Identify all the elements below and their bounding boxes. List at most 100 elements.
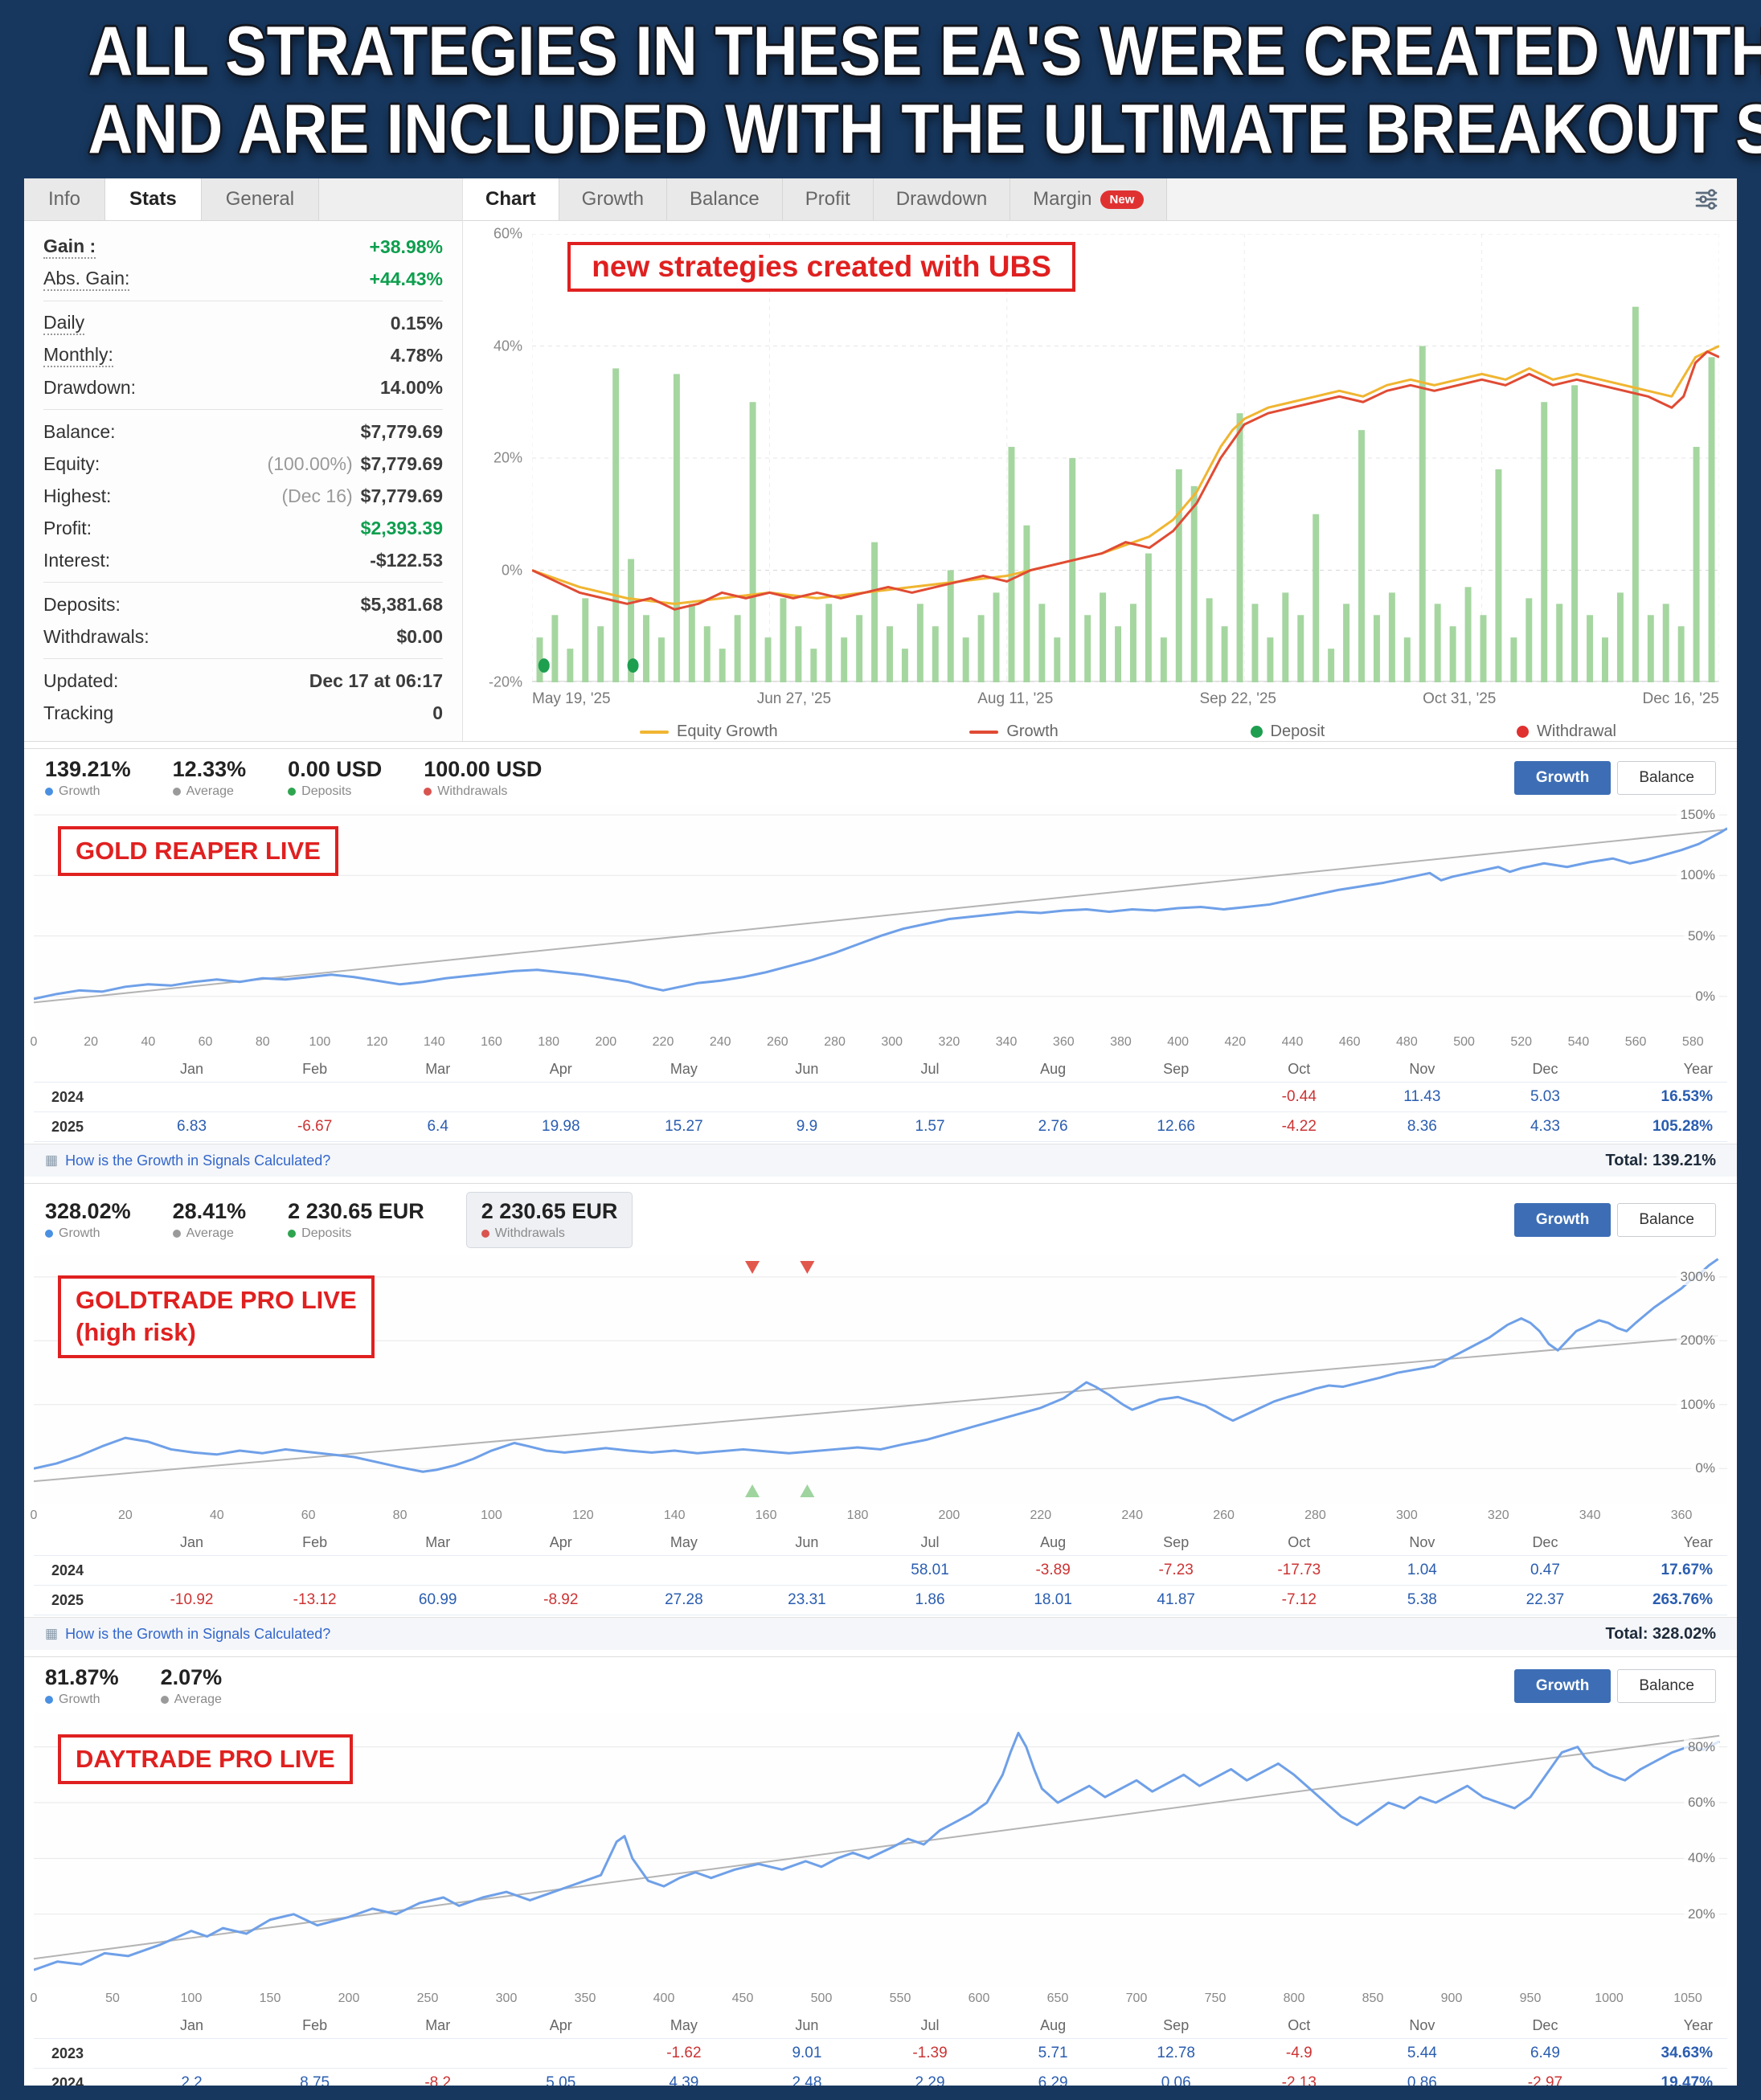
account-stats-panel: Info Stats General Gain : +38.98% Abs. Gain:… [24,178,463,741]
monthly-returns-table: 2024 -0.44 11.43 5.03 16.53% 2025 6.83 -6.67 6.4… [34,1082,1727,1142]
month-header-apr: Apr [549,2016,572,2033]
month-value-cell: 15.27 [665,1118,703,1135]
growth-button[interactable]: Growth [1513,761,1612,795]
deposits-dot-icon [288,788,297,796]
month-value-cell: 2.2 [181,2074,203,2086]
y-tick-label: 80% [1683,1738,1719,1755]
year-total-cell: 263.76% [1652,1591,1713,1608]
growth-chart-svg[interactable] [532,234,1719,682]
x-tick-label: 120 [571,1508,594,1522]
x-tick-label: 160 [755,1508,777,1522]
stat-value: $5,381.68 [360,593,443,615]
x-tick-label: 0 [30,1992,38,2005]
month-value-cell: 58.01 [911,1562,949,1578]
chart-tab-chart[interactable]: Chart [463,178,559,220]
signal-chart[interactable]: GOLDTRADE PRO LIVE (high risk) 300% 200% 10… [34,1255,1727,1504]
x-axis-date-labels: May 19, '25 Jun 27, '25 Aug 11, '25 Sep 22,… [463,682,1737,708]
signal-chart[interactable]: GOLD REAPER LIVE 150% 100% 50% 0% [34,805,1727,1030]
month-header-feb: Feb [302,1060,328,1077]
month-value-cell: 6.49 [1530,2045,1560,2061]
month-header-jun: Jun [795,1533,819,1550]
month-value-cell: 0.06 [1161,2074,1191,2086]
year-header: Year [1683,1060,1713,1077]
stat-row-daily: Daily 0.15% [43,307,443,339]
average-dot-icon [172,788,181,796]
trade-number-axis: 0 50 100 150 200 250 300 350 400 450 500 550 600 650 7… [30,1990,1727,2012]
year-total-cell: 34.63% [1661,2045,1713,2061]
x-tick-label: 40 [141,1035,156,1049]
month-value-cell: 6.83 [177,1118,207,1135]
x-tick-label: 100 [481,1508,502,1522]
strategy-label: GOLD REAPER LIVE [58,826,338,877]
stat-value: 14.00% [379,376,443,398]
month-value-cell: 11.43 [1403,1088,1441,1105]
x-tick-label: 340 [995,1035,1018,1049]
chart-tab-margin[interactable]: Margin New [1010,178,1168,220]
month-value-cell: 41.87 [1157,1591,1195,1608]
stat-value: (100.00%) $7,779.69 [267,452,443,474]
chart-tab-growth[interactable]: Growth [559,178,668,220]
x-tick-label: 20 [117,1508,133,1522]
month-value-cell: 1.86 [915,1591,945,1608]
month-value-cell: 2.76 [1038,1118,1068,1135]
month-header-nov: Nov [1409,1533,1435,1550]
year-total-cell: 19.47% [1661,2074,1713,2086]
filter-settings-icon[interactable] [1676,178,1737,220]
chart-tab-profit[interactable]: Profit [782,178,874,220]
month-header-jun: Jun [795,2016,819,2033]
balance-button[interactable]: Balance [1617,1669,1716,1703]
x-tick-label: 20 [84,1035,99,1049]
month-header-row: Jan Feb Mar Apr May Jun Jul Aug Sep Oct Nov Dec Year [34,2012,1727,2038]
growth-button[interactable]: Growth [1513,1669,1612,1703]
section-daytrade-pro: 81.87% Growth 2.07% Average Growth Balance D… [24,1656,1737,2086]
signal-footer: ▦ How is the Growth in Signals Calculate… [24,1617,1737,1650]
year-header: Year [1683,2016,1713,2033]
tab-stats[interactable]: Stats [105,178,202,220]
y-tick-label: 0% [1691,988,1719,1005]
month-header-sep: Sep [1163,1533,1190,1550]
x-tick-label: 850 [1362,1992,1384,2005]
chart-tab-balance[interactable]: Balance [667,178,783,220]
content-panel: Info Stats General Gain : +38.98% Abs. Gain:… [24,178,1737,2086]
tab-general[interactable]: General [201,178,320,220]
y-tick-label: 100% [1676,1396,1719,1413]
growth-chart-plot[interactable]: new strategies created with UBS [532,234,1719,682]
tab-info[interactable]: Info [24,178,106,220]
month-value-cell: 8.36 [1407,1118,1437,1135]
month-header-jul: Jul [920,1060,940,1077]
stats-tabs: Info Stats General [24,178,462,221]
stat-row-balance: Balance: $7,779.69 [43,415,443,448]
month-header-oct: Oct [1288,2016,1311,2033]
stats-rows: Gain : +38.98% Abs. Gain: +44.43% Daily 0.15%… [24,221,462,741]
balance-button[interactable]: Balance [1617,1203,1716,1237]
x-tick-label: 200 [338,1992,360,2005]
stat-value: 4.78% [390,344,443,366]
x-tick-label: 300 [881,1035,903,1049]
signal-chart[interactable]: DAYTRADE PRO LIVE 80% 60% 40% 20% [34,1713,1727,1987]
month-header-apr: Apr [549,1533,572,1550]
month-header-jul: Jul [920,2016,940,2033]
month-header-row: Jan Feb Mar Apr May Jun Jul Aug Sep Oct Nov Dec Year [34,1529,1727,1555]
stat-average: 28.41% Average [172,1199,247,1240]
stat-average: 12.33% Average [172,757,247,798]
stat-row-monthly: Monthly: 4.78% [43,339,443,371]
growth-info-link[interactable]: ▦ How is the Growth in Signals Calculate… [45,1626,330,1643]
stat-value: (Dec 16) $7,779.69 [281,485,443,506]
month-value-cell: 0.86 [1407,2074,1437,2086]
x-tick-label: 460 [1338,1035,1361,1049]
x-tick-label: 400 [653,1992,675,2005]
month-header-sep: Sep [1163,2016,1190,2033]
month-value-cell: -1.62 [666,2045,702,2061]
x-tick-label: 900 [1440,1992,1463,2005]
x-tick-label: 800 [1283,1992,1305,2005]
y-tick-label: 300% [1676,1268,1719,1285]
growth-info-link[interactable]: ▦ How is the Growth in Signals Calculate… [45,1152,330,1169]
balance-button[interactable]: Balance [1617,761,1716,795]
x-tick-label: 250 [416,1992,439,2005]
chart-tab-drawdown[interactable]: Drawdown [873,178,1011,220]
x-date-label: May 19, '25 [532,690,611,707]
growth-dot-icon [45,1230,53,1238]
x-tick-label: 1050 [1673,1992,1702,2005]
growth-button[interactable]: Growth [1513,1203,1612,1237]
x-tick-label: 120 [366,1035,388,1049]
